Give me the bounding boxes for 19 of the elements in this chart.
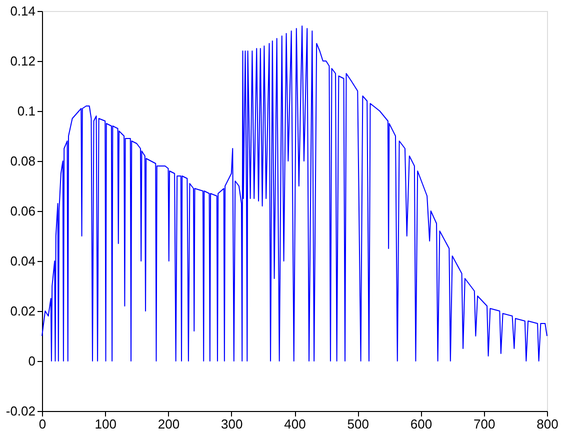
y-tick-label: 0 <box>28 354 36 368</box>
x-tick-label: 400 <box>284 416 306 432</box>
x-tick-label: 700 <box>474 416 496 432</box>
x-tick-label: 600 <box>410 416 432 432</box>
x-tick-label: 800 <box>536 416 558 432</box>
y-tick-label: 0.08 <box>10 154 36 168</box>
y-tick-label: 0.14 <box>10 4 36 18</box>
line-series <box>42 26 548 362</box>
x-tick-label: 100 <box>94 416 116 432</box>
x-tick-label: 500 <box>347 416 369 432</box>
y-tick-label: 0.1 <box>17 104 36 118</box>
x-tick-label: 0 <box>38 416 46 432</box>
y-tick-label: 0.02 <box>10 304 36 318</box>
y-tick-label: 0.12 <box>10 54 36 68</box>
y-tick-label: 0.06 <box>10 204 36 218</box>
y-tick-label: 0.04 <box>10 254 36 268</box>
x-tick-label: 200 <box>158 416 180 432</box>
y-tick-label: -0.02 <box>6 404 36 418</box>
x-tick-label: 300 <box>221 416 243 432</box>
